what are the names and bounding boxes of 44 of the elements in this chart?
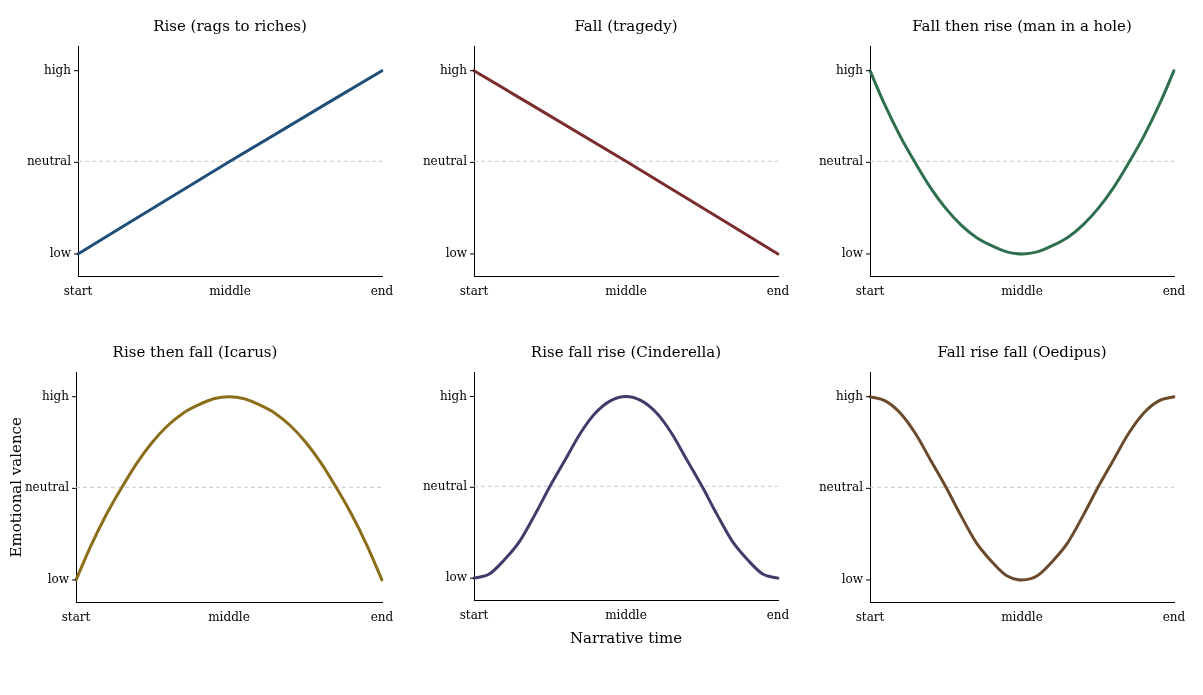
x-tick-label: start (855, 283, 885, 298)
text: neutral (422, 479, 468, 494)
chart-title: Fall (tragedy) (574, 16, 678, 35)
x-tick-label: end (370, 283, 394, 298)
text: high (44, 62, 72, 77)
x-axis-title: Narrative time (569, 628, 683, 647)
x-tick-label: start (855, 609, 885, 624)
text: high (836, 388, 864, 403)
x-tick-label: middle (1001, 283, 1043, 298)
text: high (836, 62, 864, 77)
text: low (445, 246, 468, 261)
x-tick-label: middle (605, 283, 647, 298)
x-tick-label: end (1162, 283, 1186, 298)
text: neutral (24, 480, 70, 495)
chart-title: Rise (rags to riches) (153, 16, 307, 35)
text: high (42, 388, 70, 403)
text: low (445, 570, 468, 585)
x-tick-label: start (63, 283, 93, 298)
text: high (440, 388, 468, 403)
x-tick-label: start (459, 607, 489, 622)
text: low (841, 572, 864, 587)
text: neutral (422, 154, 468, 169)
text: low (47, 572, 70, 587)
x-tick-label: middle (208, 609, 250, 624)
chart-title: Rise fall rise (Cinderella) (530, 342, 722, 361)
x-tick-label: middle (209, 283, 251, 298)
text: neutral (26, 154, 72, 169)
x-tick-label: end (1162, 609, 1186, 624)
x-tick-label: end (766, 283, 790, 298)
text: neutral (818, 480, 864, 495)
text: neutral (818, 154, 864, 169)
text: low (49, 246, 72, 261)
x-tick-label: middle (605, 607, 647, 622)
x-tick-label: middle (1001, 609, 1043, 624)
x-tick-label: end (766, 607, 790, 622)
text: low (841, 246, 864, 261)
chart-title: Fall then rise (man in a hole) (912, 16, 1132, 35)
chart-title: Fall rise fall (Oedipus) (937, 342, 1107, 361)
x-tick-label: start (61, 609, 91, 624)
text: high (440, 62, 468, 77)
x-tick-label: start (459, 283, 489, 298)
x-tick-label: end (370, 609, 394, 624)
chart-title: Rise then fall (Icarus) (112, 342, 278, 361)
y-axis-title: Emotional valence (6, 417, 25, 558)
